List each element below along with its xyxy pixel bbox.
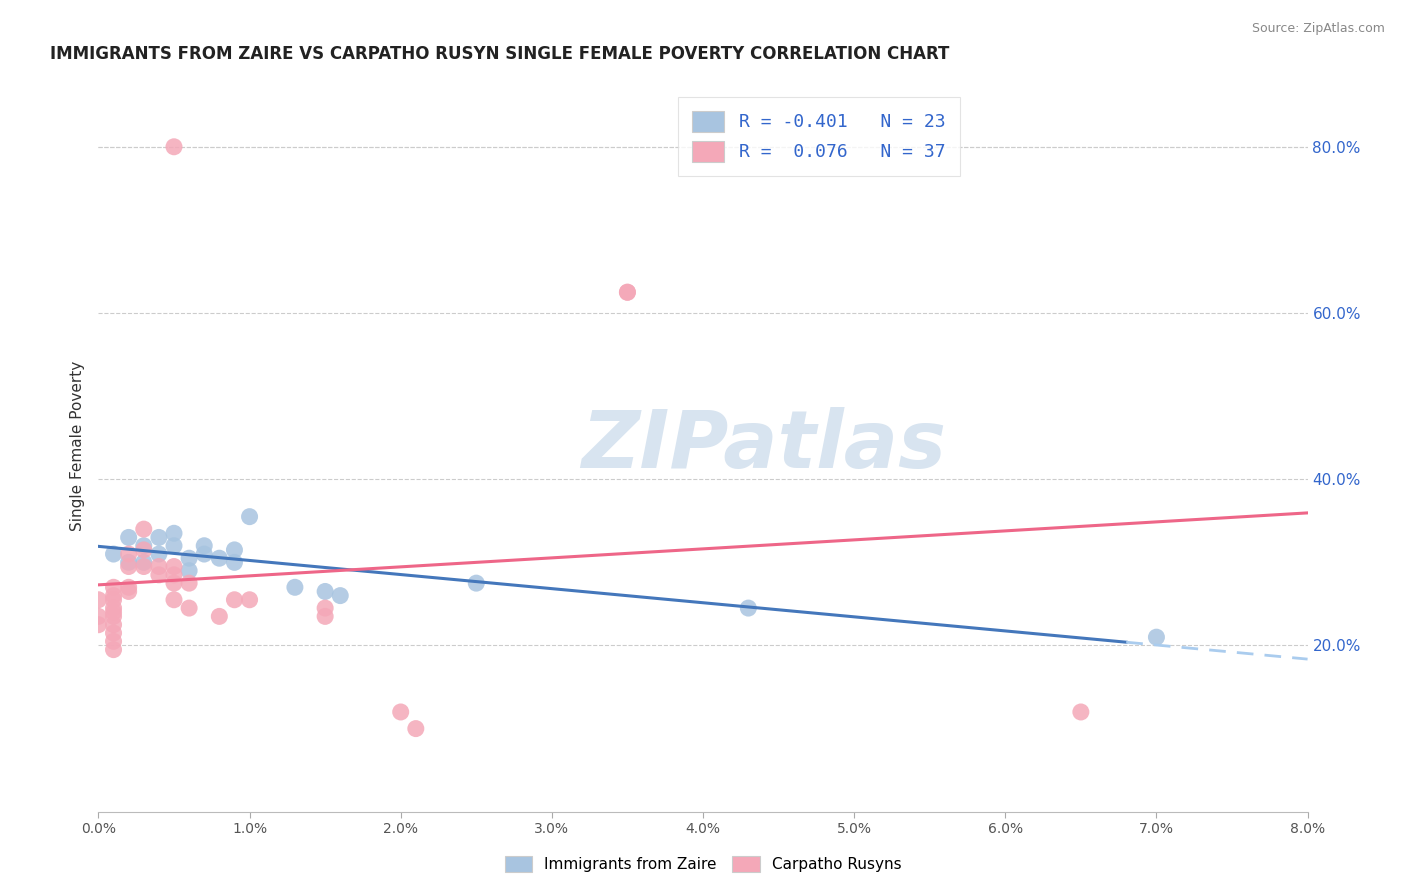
Point (148, 567, 170, 582)
Point (314, 584, 336, 599)
Point (193, 547, 215, 561)
Point (103, 589, 125, 603)
Point (103, 609, 125, 624)
Point (314, 609, 336, 624)
Point (87, 617, 110, 632)
Point (103, 547, 125, 561)
Point (239, 592, 262, 607)
Point (284, 580, 307, 594)
Point (148, 530, 170, 544)
Point (737, 601, 759, 615)
Point (389, 705, 412, 719)
Point (103, 642, 125, 657)
Point (132, 522, 155, 536)
Point (103, 617, 125, 632)
Point (224, 542, 246, 557)
Point (103, 634, 125, 648)
Point (163, 567, 186, 582)
Point (132, 542, 155, 557)
Point (616, 285, 638, 300)
Point (118, 580, 141, 594)
Point (193, 539, 215, 553)
Point (616, 285, 638, 300)
Point (179, 564, 201, 578)
Point (314, 601, 336, 615)
Point (132, 539, 155, 553)
Point (103, 626, 125, 640)
Point (103, 592, 125, 607)
Point (118, 555, 141, 569)
Point (405, 722, 427, 736)
Point (118, 559, 141, 574)
Point (87, 609, 110, 624)
Point (208, 609, 231, 624)
Point (224, 592, 246, 607)
Point (208, 551, 231, 566)
Point (103, 580, 125, 594)
Point (132, 559, 155, 574)
Point (163, 140, 186, 154)
Point (103, 601, 125, 615)
Point (179, 551, 201, 566)
Point (148, 559, 170, 574)
Text: Source: ZipAtlas.com: Source: ZipAtlas.com (1251, 22, 1385, 36)
Point (118, 547, 141, 561)
Point (329, 589, 352, 603)
Point (465, 576, 488, 591)
Point (87, 592, 110, 607)
Point (148, 547, 170, 561)
Point (163, 576, 186, 591)
Text: ZIPatlas: ZIPatlas (581, 407, 946, 485)
Point (118, 584, 141, 599)
Point (1146, 630, 1168, 644)
Text: IMMIGRANTS FROM ZAIRE VS CARPATHO RUSYN SINGLE FEMALE POVERTY CORRELATION CHART: IMMIGRANTS FROM ZAIRE VS CARPATHO RUSYN … (51, 45, 949, 63)
Legend: Immigrants from Zaire, Carpatho Rusyns: Immigrants from Zaire, Carpatho Rusyns (496, 848, 910, 880)
Point (1070, 705, 1092, 719)
Point (179, 576, 201, 591)
Point (132, 555, 155, 569)
Point (179, 601, 201, 615)
Point (163, 526, 186, 541)
Point (103, 605, 125, 619)
Legend: R = -0.401   N = 23, R =  0.076   N = 37: R = -0.401 N = 23, R = 0.076 N = 37 (678, 96, 960, 177)
Y-axis label: Single Female Poverty: Single Female Poverty (69, 361, 84, 531)
Point (163, 592, 186, 607)
Point (163, 539, 186, 553)
Point (163, 559, 186, 574)
Point (118, 530, 141, 544)
Point (239, 509, 262, 524)
Point (224, 555, 246, 569)
